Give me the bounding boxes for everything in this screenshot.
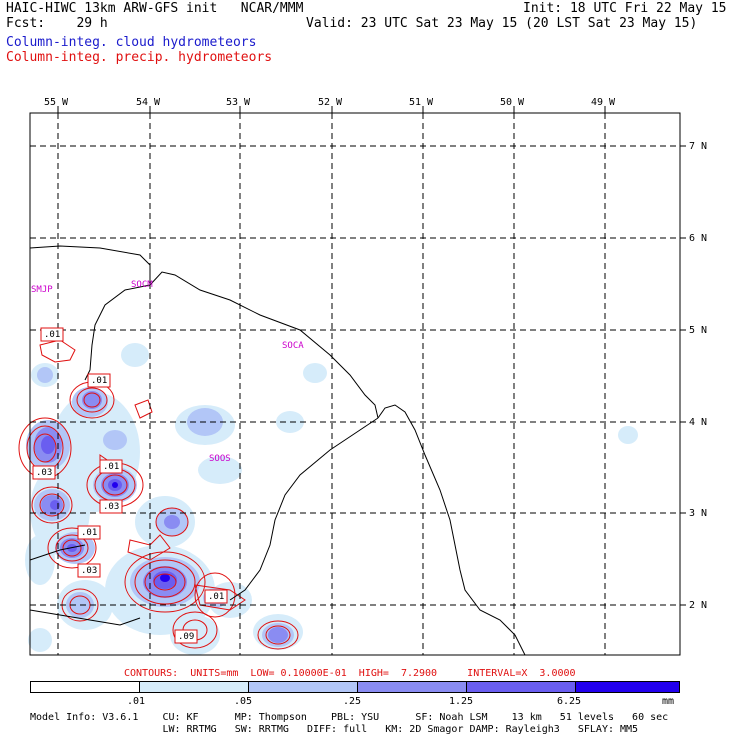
lon-label: 53 W [226,97,251,108]
colorbar-label: .05 [234,696,253,707]
init-time: Init: 18 UTC Fri 22 May 15 [523,1,727,16]
lon-label: 54 W [136,97,161,108]
map-frame [29,112,681,656]
lat-label: 4 N [689,417,708,428]
colorbar-label: .25 [343,696,362,707]
legend-cloud: Column-integ. cloud hydrometeors [6,35,257,50]
lat-label: 6 N [689,233,708,244]
lat-lon-grid [30,113,680,655]
lon-label: 51 W [409,97,434,108]
lat-label: 7 N [689,141,708,152]
contour-label: .03 [36,468,53,478]
lat-label: 2 N [689,600,708,611]
lat-label: 3 N [689,508,708,519]
station-label: SMJP [31,285,53,295]
valid-time: Valid: 23 UTC Sat 23 May 15 (20 LST Sat … [306,16,698,31]
colorbar [30,681,680,693]
lon-label: 55 W [44,97,69,108]
contour-label: .01 [81,528,98,538]
lon-label: 49 W [591,97,616,108]
colorbar-label: .01 [127,696,146,707]
lon-label: 52 W [318,97,343,108]
contour-label: .01 [91,376,108,386]
contour-label: .03 [81,566,98,576]
forecast-hour: Fcst: 29 h [6,16,108,31]
contour-label: .03 [103,502,120,512]
colorbar-segment [31,682,139,692]
station-label: SOOS [209,454,231,464]
colorbar-segment [575,682,679,692]
legend-precip: Column-integ. precip. hydrometeors [6,50,273,65]
colorbar-segment [357,682,466,692]
lat-label: 5 N [689,325,708,336]
contour-label: .01 [44,330,61,340]
station-label: SOCA [282,341,304,351]
colorbar-label: 6.25 [557,696,582,707]
colorbar-label: 1.25 [449,696,474,707]
contour-label: .01 [103,462,120,472]
model-info-line1: Model Info: V3.6.1 CU: KF MP: Thompson P… [30,712,669,723]
contour-info: CONTOURS: UNITS=mm LOW= 0.10000E-01 HIGH… [124,668,576,679]
contour-label: .01 [208,592,225,602]
contour-label-boxes [32,327,228,644]
colorbar-segment [139,682,248,692]
colorbar-units: mm [662,696,675,707]
contour-label: .09 [178,632,195,642]
lon-label: 50 W [500,97,525,108]
colorbar-segment [466,682,575,692]
map-title: HAIC-HIWC 13km ARW-GFS init NCAR/MMM [6,1,304,16]
station-label: SOCM [131,280,153,290]
model-info-line2: LW: RRTMG SW: RRTMG DIFF: full KM: 2D Sm… [30,724,639,735]
axis-ticks [57,106,686,606]
colorbar-segment [248,682,357,692]
